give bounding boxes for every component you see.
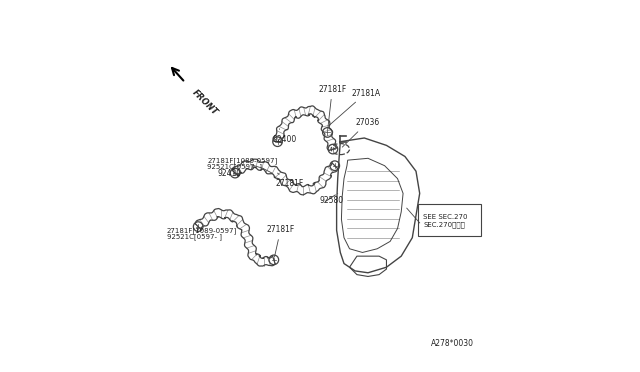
Text: FRONT: FRONT xyxy=(190,88,219,117)
Text: 27181F: 27181F xyxy=(266,225,294,257)
Text: 92521C[0597- ]: 92521C[0597- ] xyxy=(167,233,222,240)
Text: 27181F: 27181F xyxy=(318,85,346,130)
Text: 92580: 92580 xyxy=(319,193,344,205)
Text: 27181F[1089-0597]: 27181F[1089-0597] xyxy=(167,227,237,234)
Text: A278*0030: A278*0030 xyxy=(431,340,474,349)
Text: 27181F: 27181F xyxy=(276,173,304,188)
Text: 92400: 92400 xyxy=(272,129,296,144)
Text: SEE SEC.270: SEE SEC.270 xyxy=(424,214,468,220)
Text: 27036: 27036 xyxy=(342,118,380,147)
Text: SEC.270　参照: SEC.270 参照 xyxy=(424,221,465,228)
Text: 92410: 92410 xyxy=(218,169,242,178)
Text: 92521C[0597- ]: 92521C[0597- ] xyxy=(207,163,262,170)
Text: 27181A: 27181A xyxy=(330,89,381,125)
Text: 27181F[1089-0597]: 27181F[1089-0597] xyxy=(207,157,278,164)
